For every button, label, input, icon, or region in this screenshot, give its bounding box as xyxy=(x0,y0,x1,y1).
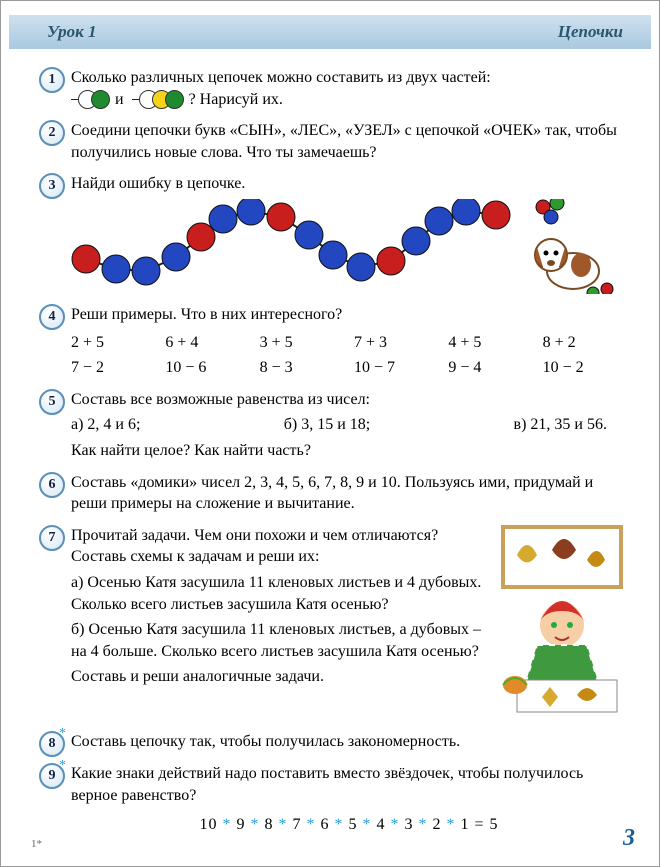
example-cell: 10 − 6 xyxy=(165,357,249,379)
example-cell: 7 − 2 xyxy=(71,357,155,379)
task-7-tail: Составь и реши аналогичные задачи. xyxy=(71,666,487,688)
task-number: 4 xyxy=(39,304,65,330)
lesson-topic: Цепочки xyxy=(558,15,623,49)
task-5: 5 Составь все возможные равенства из чис… xyxy=(39,389,627,462)
task-6: 6 Составь «домики» чисел 2, 3, 4, 5, 6, … xyxy=(39,472,627,515)
task-7-a: а) Осенью Катя засушила 11 кленовых лист… xyxy=(71,572,487,615)
task-5-opt-c: в) 21, 35 и 56. xyxy=(514,414,607,436)
bead-chain-figure xyxy=(71,199,631,294)
equation-line: 10 * 9 * 8 * 7 * 6 * 5 * 4 * 3 * 2 * 1 =… xyxy=(71,814,627,836)
task-5-text: Составь все возможные равенства из чисел… xyxy=(71,391,370,408)
examples-grid: 2 + 5 6 + 4 3 + 5 7 + 3 4 + 5 8 + 2 7 − 2 10 − … xyxy=(71,332,627,379)
example-cell: 8 − 3 xyxy=(260,357,344,379)
page-number: 3 xyxy=(623,825,635,852)
task-9-text: Какие знаки действий надо поставить вмес… xyxy=(71,765,583,804)
task-7-intro: Прочитай задачи. Чем они похожи и чем от… xyxy=(71,525,487,568)
task-8-text: Составь цепочку так, чтобы получилась за… xyxy=(71,733,460,750)
lesson-header: Урок 1 Цепочки xyxy=(9,15,651,49)
task-3: 3 Найди ошибку в цепочке. xyxy=(39,173,627,294)
example-cell: 9 − 4 xyxy=(448,357,532,379)
task-5-opt-a: а) 2, 4 и 6; xyxy=(71,414,140,436)
task-1-text-a: Сколько различных цепочек можно составит… xyxy=(71,69,491,86)
task-2-text: Соедини цепочки букв «СЫН», «ЛЕС», «УЗЕЛ… xyxy=(71,122,617,161)
task-number: 6 xyxy=(39,472,65,498)
task-number: 2 xyxy=(39,120,65,146)
example-cell: 2 + 5 xyxy=(71,332,155,354)
task-2: 2 Соедини цепочки букв «СЫН», «ЛЕС», «УЗ… xyxy=(39,120,627,163)
girl-svg xyxy=(497,525,627,715)
task-number: 5 xyxy=(39,389,65,415)
sheet-signature: 1* xyxy=(31,838,42,850)
example-cell: 4 + 5 xyxy=(448,332,532,354)
task-number: 1 xyxy=(39,67,65,93)
task-number: 3 xyxy=(39,173,65,199)
task-6-text: Составь «домики» чисел 2, 3, 4, 5, 6, 7,… xyxy=(71,474,593,513)
page: Урок 1 Цепочки 1 Сколько различных цепоч… xyxy=(0,0,660,867)
task-5-opt-b: б) 3, 15 и 18; xyxy=(284,414,370,436)
lesson-number: Урок 1 xyxy=(47,15,97,49)
task-1-and: и xyxy=(115,91,124,108)
star-icon: * xyxy=(59,757,66,776)
task-9: 9 * Какие знаки действий надо поставить … xyxy=(39,763,627,836)
task-7-body: Прочитай задачи. Чем они похожи и чем от… xyxy=(71,525,497,722)
task-number: 7 xyxy=(39,525,65,551)
example-cell: 6 + 4 xyxy=(165,332,249,354)
task-7: 7 Прочитай задачи. Чем они похожи и чем … xyxy=(39,525,627,722)
content: 1 Сколько различных цепочек можно состав… xyxy=(1,49,659,836)
task-4: 4 Реши примеры. Что в них интересного? 2… xyxy=(39,304,627,379)
example-cell: 10 − 7 xyxy=(354,357,438,379)
task-8: 8 * Составь цепочку так, чтобы получилас… xyxy=(39,731,627,753)
task-7-b: б) Осенью Катя засушила 11 кленовых лист… xyxy=(71,619,487,662)
task-4-text: Реши примеры. Что в них интересного? xyxy=(71,306,342,323)
example-cell: 3 + 5 xyxy=(260,332,344,354)
task-1-text-c: ? Нарисуй их. xyxy=(189,91,283,108)
example-cell: 10 − 2 xyxy=(543,357,627,379)
girl-illustration xyxy=(497,525,627,722)
task-5-options: а) 2, 4 и 6; б) 3, 15 и 18; в) 21, 35 и … xyxy=(71,414,627,436)
chain-2 xyxy=(132,91,181,108)
example-cell: 7 + 3 xyxy=(354,332,438,354)
task-1: 1 Сколько различных цепочек можно состав… xyxy=(39,67,627,110)
task-5-follow: Как найти целое? Как найти часть? xyxy=(71,440,627,462)
example-cell: 8 + 2 xyxy=(543,332,627,354)
star-icon: * xyxy=(59,725,66,744)
chain-1 xyxy=(71,91,107,108)
task-3-text: Найди ошибку в цепочке. xyxy=(71,175,245,192)
